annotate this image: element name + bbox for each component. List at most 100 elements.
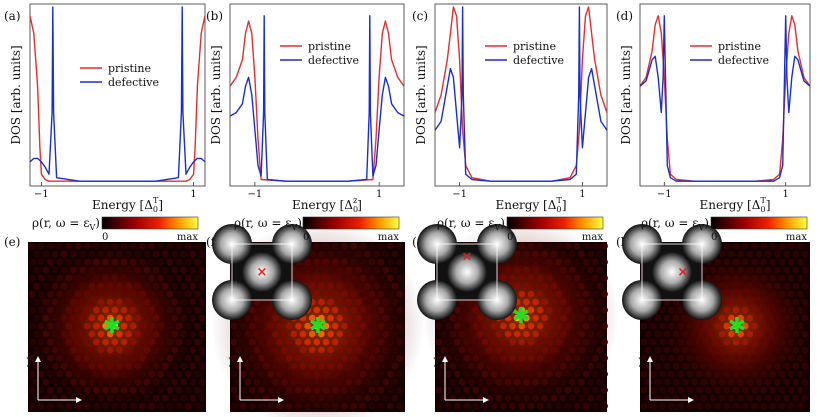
map-site	[262, 330, 270, 338]
map-site	[523, 362, 530, 370]
map-site	[582, 274, 590, 282]
map-site	[792, 330, 800, 338]
map-site	[573, 258, 581, 266]
map-site	[709, 266, 717, 274]
map-site	[129, 290, 137, 298]
map-site	[555, 354, 562, 362]
map-site	[239, 386, 247, 394]
map-site	[33, 314, 40, 322]
map-site	[97, 362, 105, 370]
map-site	[559, 266, 567, 274]
map-site	[198, 250, 206, 258]
map-site	[102, 402, 109, 410]
map-site	[65, 354, 73, 362]
map-site	[175, 354, 183, 362]
map-site	[760, 306, 767, 314]
map-site	[582, 258, 590, 266]
map-site	[509, 370, 516, 378]
map-site	[769, 258, 777, 266]
map-site	[737, 250, 744, 258]
map-site	[536, 402, 544, 410]
map-site	[440, 330, 447, 338]
map-site	[559, 346, 567, 354]
map-site	[162, 250, 169, 258]
map-site	[33, 378, 40, 386]
map-site	[654, 330, 662, 338]
map-site	[308, 394, 316, 402]
map-site	[495, 346, 503, 354]
map-site	[774, 282, 781, 290]
map-site	[327, 266, 334, 274]
map-site	[37, 338, 45, 346]
map-site	[391, 282, 399, 290]
map-site	[97, 330, 105, 338]
map-site	[778, 338, 786, 346]
map-site	[180, 282, 188, 290]
map-site	[318, 378, 325, 386]
map-site	[732, 322, 740, 330]
map-site	[640, 370, 648, 378]
map-site	[33, 346, 40, 354]
map-site	[778, 258, 786, 266]
map-site	[555, 290, 562, 298]
map-site	[102, 354, 109, 362]
map-site	[596, 266, 604, 274]
map-site	[368, 322, 376, 330]
colorbar	[506, 216, 604, 230]
map-site	[171, 378, 178, 386]
map-site	[546, 338, 553, 346]
map-site	[728, 266, 735, 274]
map-site	[230, 338, 238, 346]
inset-position-marker-icon: ×	[462, 249, 473, 264]
map-site	[587, 330, 595, 338]
map-site	[387, 370, 394, 378]
map-site	[373, 314, 380, 322]
map-site	[185, 274, 192, 282]
map-site	[152, 378, 160, 386]
map-site	[60, 282, 68, 290]
map-site	[783, 394, 790, 402]
map-site	[774, 298, 781, 306]
map-site	[258, 322, 265, 330]
map-site	[47, 306, 54, 314]
map-site	[148, 386, 155, 394]
map-site	[249, 354, 256, 362]
map-site	[695, 386, 703, 394]
map-site	[180, 298, 188, 306]
map-site	[723, 354, 731, 362]
map-site	[454, 306, 461, 314]
map-site	[760, 402, 767, 410]
map-site	[336, 266, 344, 274]
map-site	[559, 330, 567, 338]
map-site	[732, 402, 740, 410]
map-site	[518, 322, 526, 330]
map-site	[472, 338, 480, 346]
map-site	[755, 298, 763, 306]
map-site	[377, 354, 385, 362]
map-site	[481, 338, 489, 346]
map-site	[134, 378, 142, 386]
map-site	[523, 378, 530, 386]
map-site	[596, 378, 604, 386]
map-site	[481, 402, 489, 410]
map-site	[285, 338, 293, 346]
map-site	[737, 346, 744, 354]
map-site	[111, 290, 119, 298]
map-site	[746, 330, 754, 338]
map-site	[440, 362, 447, 370]
map-site	[304, 354, 311, 362]
map-site	[596, 394, 604, 402]
map-site	[157, 290, 165, 298]
map-site	[467, 346, 475, 354]
map-site	[536, 242, 544, 250]
map-site	[592, 274, 599, 282]
map-site	[42, 378, 50, 386]
map-site	[741, 338, 749, 346]
map-site	[783, 362, 790, 370]
map-site	[532, 250, 539, 258]
map-site	[569, 282, 576, 290]
map-site	[194, 322, 201, 330]
map-site	[88, 250, 96, 258]
map-site	[645, 362, 652, 370]
map-site	[185, 402, 192, 410]
